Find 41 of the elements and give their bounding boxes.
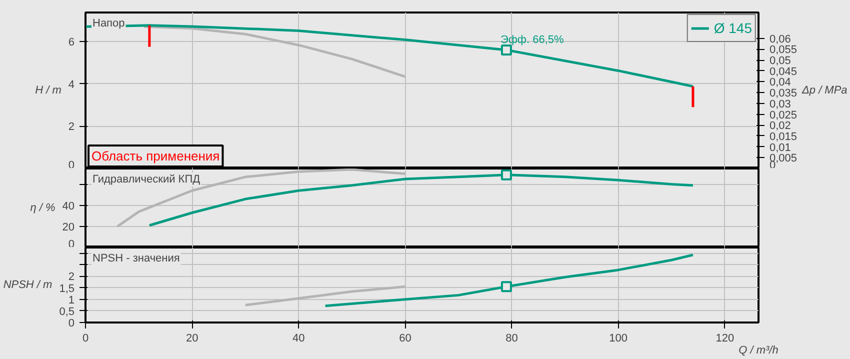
legend-label: Ø 145 — [714, 20, 752, 36]
y-axis-title: NPSH / m — [3, 279, 52, 291]
y-tick-label: 0,5 — [59, 306, 75, 318]
y2-tick-label: 0,05 — [770, 55, 791, 68]
annotation: Эфф. 66,5% — [500, 34, 564, 46]
line-series — [244, 285, 406, 306]
y2-tick-label: 0,01 — [770, 142, 791, 154]
x-tick-label: 40 — [292, 332, 305, 344]
x-tick-label: 0 — [82, 332, 89, 344]
line-series — [324, 254, 694, 308]
x-tick-label: 60 — [399, 332, 412, 344]
annotation: Область применения — [92, 148, 220, 164]
chart-title: NPSH - значения — [92, 252, 180, 264]
y2-tick-label: 0,06 — [770, 33, 791, 46]
chart-title: Гидравлический КПД — [92, 174, 201, 186]
y2-tick-label: 0,03 — [770, 98, 791, 110]
y2-tick-label: 0,015 — [770, 130, 798, 143]
y-tick-label: 40 — [62, 200, 75, 212]
y-tick-label: 0 — [68, 318, 75, 330]
x-tick-label: 20 — [186, 332, 198, 344]
x-tick-label: 80 — [506, 332, 518, 344]
y2-tick-label: 0,055 — [770, 44, 798, 56]
text: Напор — [92, 18, 125, 30]
y-tick-label: 20 — [62, 221, 75, 234]
x-tick-label: 120 — [716, 332, 734, 344]
y2-tick-label: 0,02 — [770, 120, 791, 132]
x-tick-label: 100 — [609, 332, 628, 344]
y-tick-label: 2 — [68, 271, 75, 284]
y2-tick-label: 0,025 — [770, 109, 798, 122]
y2-axis-title: Δp / MPa — [801, 84, 848, 96]
y-tick-label: 2 — [68, 121, 75, 134]
y-tick-label: 1 — [68, 294, 75, 306]
y2-tick-label: 0,035 — [770, 88, 798, 100]
y-tick-label: 6 — [68, 36, 75, 48]
y-tick-label: 4 — [68, 78, 75, 91]
y-axis-title: η / % — [30, 202, 56, 214]
y2-tick-label: 0,04 — [770, 76, 791, 89]
y-tick-label: 1,5 — [59, 282, 75, 295]
x-axis-title: Q / m³/h — [738, 344, 778, 356]
y-axis-title: H / m — [35, 84, 62, 96]
y2-tick-label: 0,045 — [770, 66, 798, 78]
